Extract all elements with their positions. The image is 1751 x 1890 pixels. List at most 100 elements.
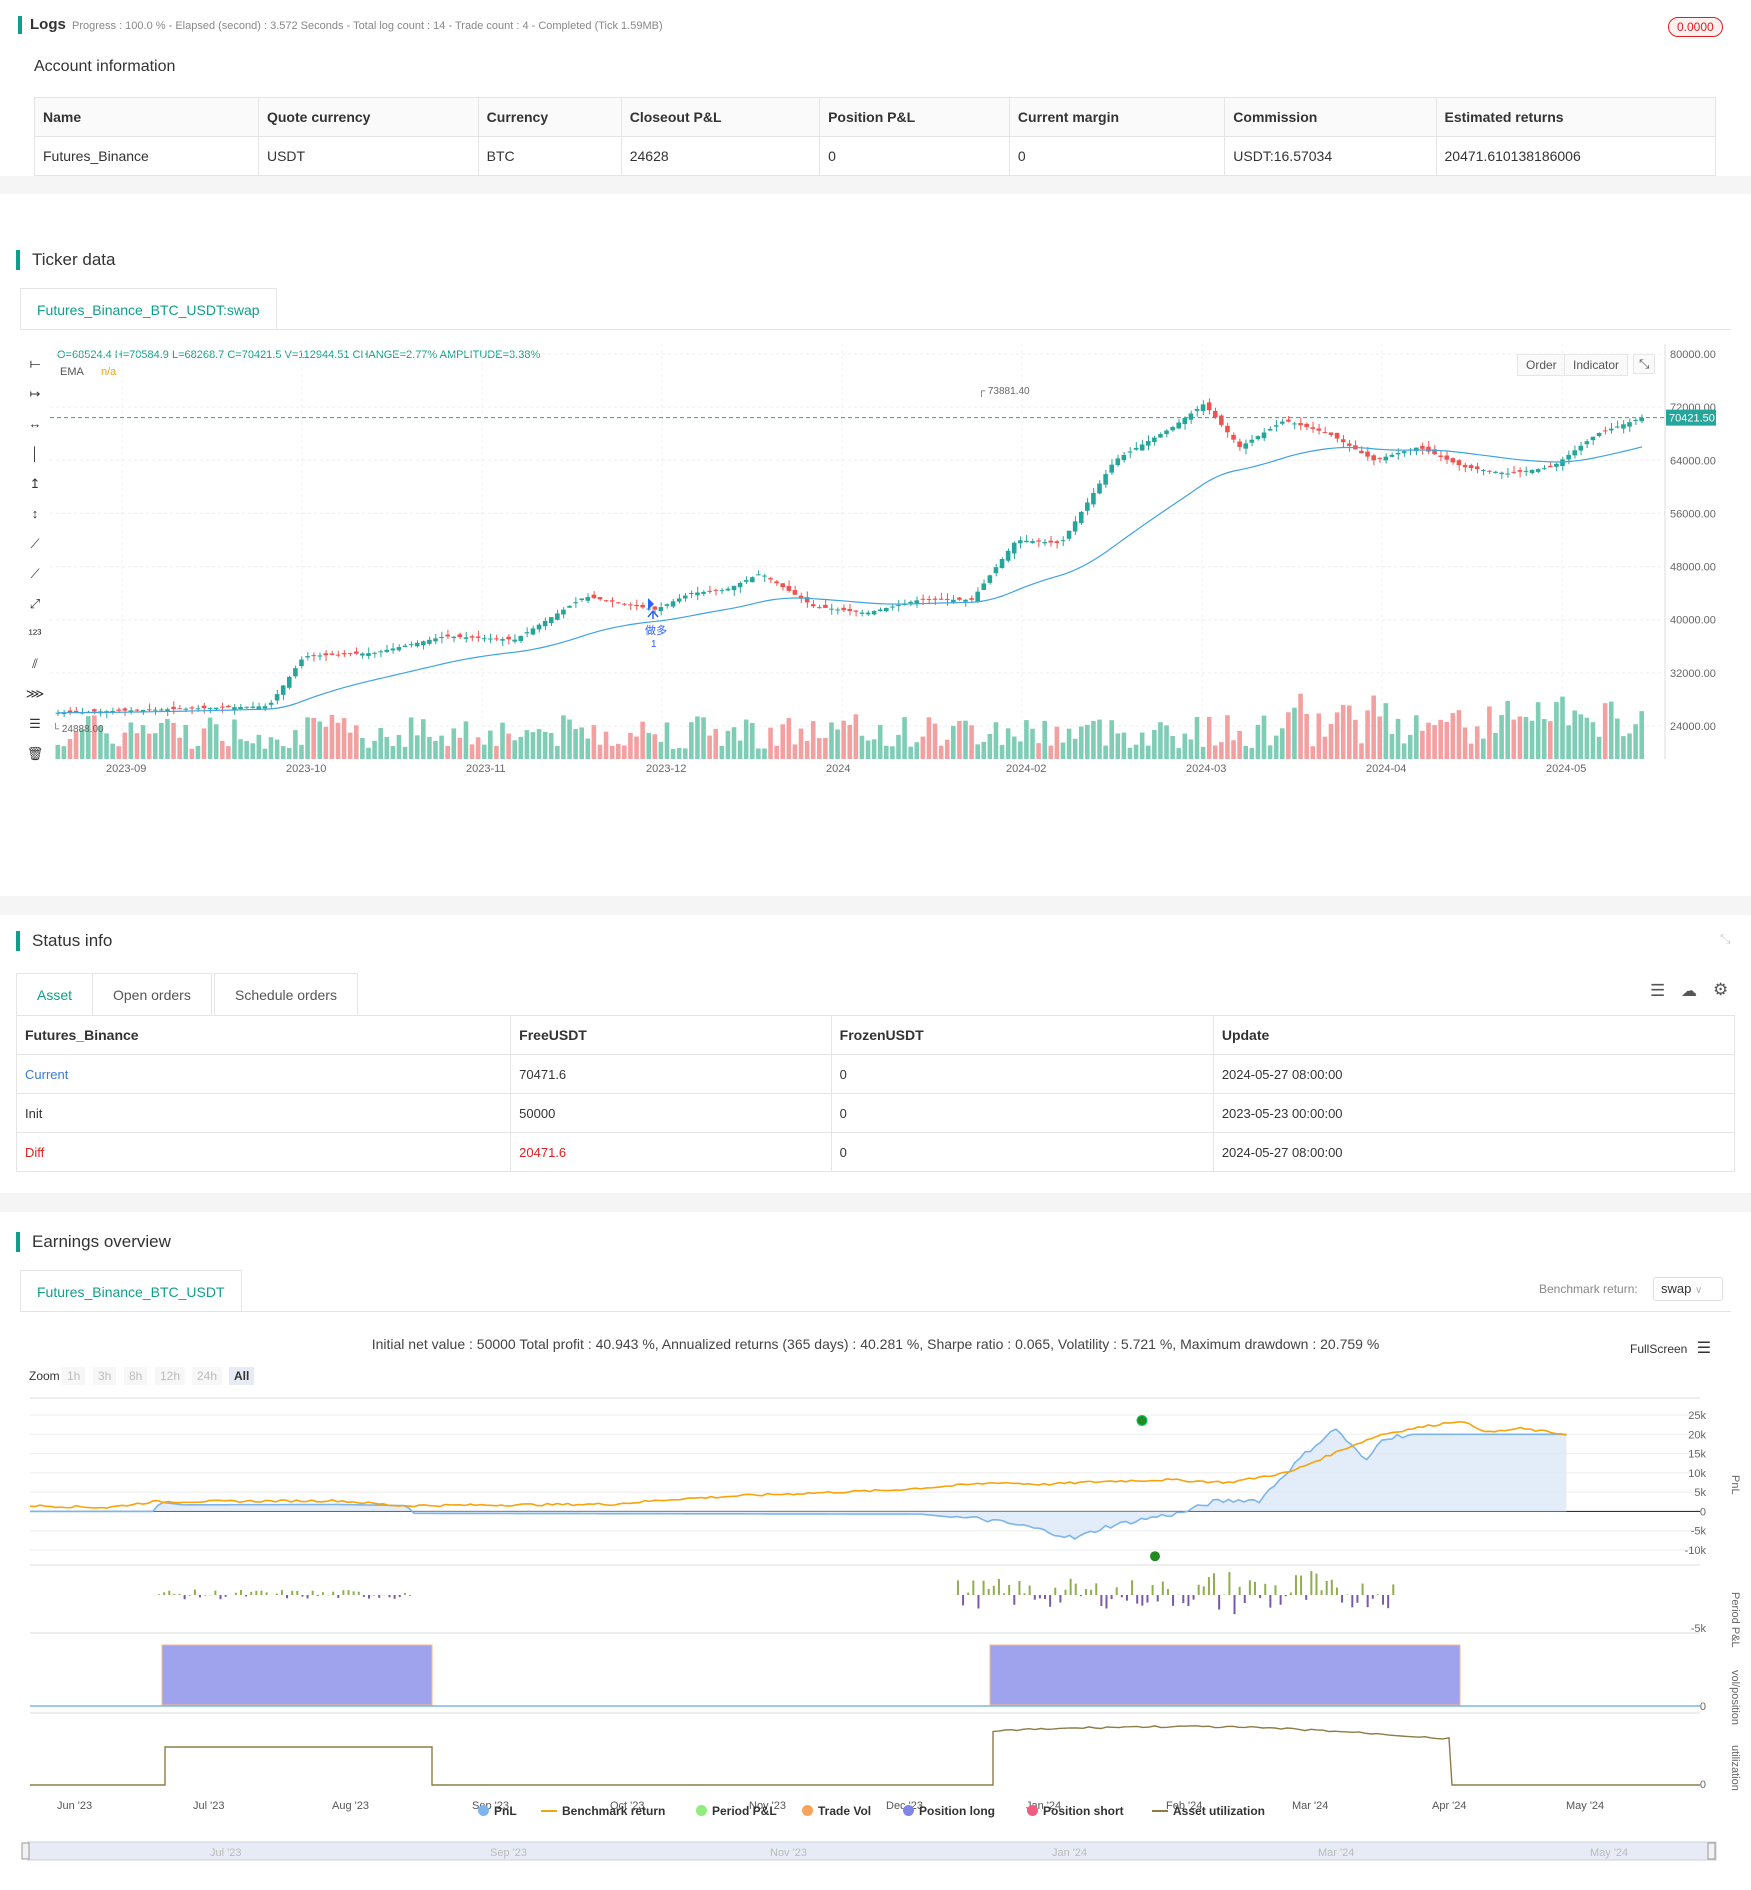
volume-bar: [1273, 735, 1279, 759]
volume-bar: [1103, 745, 1108, 759]
x-tick-label: Jun '23: [57, 1800, 92, 1812]
candle-body: [1535, 469, 1541, 472]
earnings-chart[interactable]: 25k 20k 15k 10k 5k 0 -5k -10k PnL Period P&L vol/p…: [0, 1395, 1751, 1890]
trash-icon[interactable]: 🗑: [26, 746, 44, 761]
price-tick-label: 80000.00: [1670, 349, 1716, 361]
menu-icon[interactable]: ☰: [1650, 981, 1666, 1000]
cloud-download-icon[interactable]: ☁: [1681, 983, 1697, 1000]
period-bar: [301, 1595, 304, 1597]
volume-bar: [1115, 733, 1121, 759]
account-cell-6: USDT:16.57034: [1224, 136, 1437, 176]
candle-body: [140, 710, 146, 713]
volume-bar: [1340, 704, 1346, 759]
volume-bar: [1554, 702, 1559, 759]
zoom-button-24h[interactable]: 24h: [192, 1367, 223, 1385]
horizontal-line-icon[interactable]: ⟝: [29, 356, 41, 371]
candle-body: [774, 581, 779, 584]
position-long-block: [989, 1644, 1461, 1706]
volume-bar: [530, 732, 536, 759]
pitchfork-icon[interactable]: ⋙: [25, 686, 45, 701]
legend-item[interactable]: Benchmark return: [541, 1804, 665, 1818]
legend-item[interactable]: Position short: [1027, 1804, 1124, 1818]
candle-body: [823, 604, 828, 608]
volume-bar: [1249, 748, 1255, 759]
volume-bar: [981, 741, 987, 759]
volume-bar: [664, 722, 670, 759]
candle-body: [268, 702, 274, 705]
period-bar: [337, 1595, 340, 1598]
candle-body: [1145, 441, 1151, 446]
expand-icon[interactable]: ⤡: [1633, 354, 1656, 374]
ray-line-icon[interactable]: ⟋: [30, 566, 40, 581]
volume-bar: [55, 744, 61, 759]
zoom-button-1h[interactable]: 1h: [62, 1367, 86, 1385]
volume-bar: [591, 725, 597, 759]
benchmark-select[interactable]: swap ∨: [1653, 1277, 1723, 1301]
zoom-button-All[interactable]: All: [229, 1367, 255, 1385]
ticker-tab[interactable]: Futures_Binance_BTC_USDT:swap: [20, 288, 277, 330]
account-header-4: Position P&L: [819, 97, 1010, 137]
fib-retracement-icon[interactable]: ☰: [29, 716, 41, 731]
candle-body: [1456, 460, 1462, 466]
volume-bar: [1054, 726, 1060, 759]
horizontal-segment-icon[interactable]: ↔: [28, 416, 42, 431]
candle-body: [1139, 444, 1145, 451]
zoom-button-3h[interactable]: 3h: [93, 1367, 117, 1385]
volume-bar: [1487, 706, 1492, 759]
tab-open-orders[interactable]: Open orders: [92, 973, 212, 1015]
period-bar: [1310, 1571, 1313, 1595]
zoom-button-12h[interactable]: 12h: [155, 1367, 186, 1385]
candle-body: [1078, 511, 1084, 524]
candle-body: [634, 604, 639, 607]
vertical-segment-icon[interactable]: ↕: [31, 506, 39, 521]
legend-item[interactable]: Position long: [903, 1804, 995, 1818]
volume-bar: [171, 722, 176, 759]
x-tick-label: Feb '24: [1166, 1800, 1202, 1812]
period-bar: [1151, 1585, 1154, 1595]
candle-body: [609, 600, 615, 602]
candle-body: [1072, 521, 1078, 532]
trend-line-icon[interactable]: ⟋: [30, 536, 40, 551]
legend-item[interactable]: Trade Vol: [802, 1804, 871, 1818]
horizontal-ray-icon[interactable]: ↦: [29, 386, 41, 401]
settings-gear-icon[interactable]: ⚙: [1713, 980, 1729, 999]
extended-line-icon[interactable]: ⤢: [29, 596, 41, 611]
candle-body: [1383, 456, 1389, 461]
candle-body: [73, 710, 79, 713]
price-label-icon[interactable]: ¹²³: [28, 626, 42, 641]
tab-schedule-orders[interactable]: Schedule orders: [214, 973, 358, 1015]
candle-body: [451, 636, 457, 639]
period-bar: [1228, 1572, 1231, 1595]
fullscreen-button[interactable]: FullScreen ☰: [1630, 1338, 1711, 1358]
legend-item[interactable]: PnL: [478, 1804, 517, 1818]
legend-item[interactable]: Period P&L: [696, 1804, 777, 1818]
vertical-ray-icon[interactable]: ↥: [29, 476, 41, 491]
candle-body: [1109, 464, 1114, 473]
candle-body: [1030, 541, 1035, 544]
candle-body: [500, 639, 505, 641]
vertical-line-icon[interactable]: │: [30, 446, 40, 461]
volume-bar: [79, 729, 85, 759]
tab-asset[interactable]: Asset: [16, 973, 94, 1015]
order-button[interactable]: Order: [1517, 354, 1566, 376]
candle-body: [1639, 417, 1644, 422]
candle-body: [1316, 428, 1322, 431]
navigator-label: Jan '24: [1052, 1847, 1087, 1859]
legend-item[interactable]: Asset utilization: [1152, 1804, 1265, 1818]
candlestick-chart[interactable]: 80000.0072000.0064000.0056000.0048000.00…: [50, 344, 1750, 844]
candle-body: [944, 599, 950, 601]
candle-body: [1554, 463, 1559, 467]
parallel-channel-icon[interactable]: ⫽: [32, 656, 38, 671]
earnings-tab[interactable]: Futures_Binance_BTC_USDT: [20, 1270, 242, 1312]
volume-bar: [98, 725, 103, 759]
legend-marker: [478, 1805, 489, 1816]
candle-body: [1273, 425, 1279, 427]
zoom-button-8h[interactable]: 8h: [124, 1367, 148, 1385]
candle-body: [347, 653, 353, 655]
collapse-icon[interactable]: ⤡: [1720, 931, 1731, 946]
logs-badge: 0.0000: [1668, 17, 1723, 37]
account-header-2: Currency: [477, 97, 622, 137]
candle-body: [146, 709, 152, 711]
indicator-button[interactable]: Indicator: [1564, 354, 1629, 376]
candle-body: [341, 653, 347, 655]
